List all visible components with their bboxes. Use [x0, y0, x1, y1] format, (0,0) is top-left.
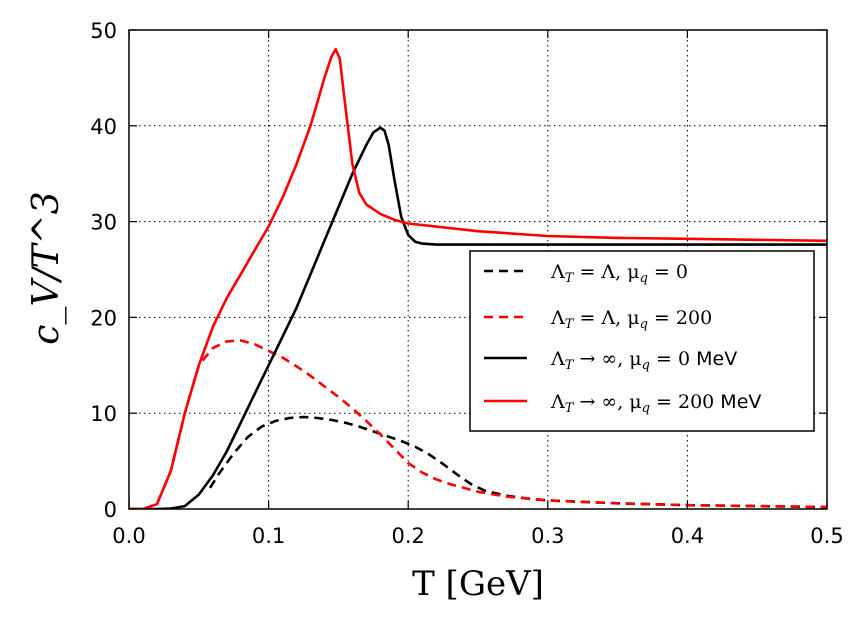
tick-labels: 0.0 0.1 0.2 0.3 0.4 0.5 0 10 20 30 40 50 [90, 19, 843, 548]
plot-frame [128, 29, 828, 510]
y-axis-title: c_V/T^3 [26, 191, 67, 344]
series-line-4 [129, 47, 827, 509]
x-tick-label: 0.3 [531, 524, 564, 548]
y-tick-label: 20 [90, 306, 117, 330]
series-layer [129, 47, 827, 509]
x-tick-label: 0.2 [391, 524, 424, 548]
y-tick-label: 50 [90, 19, 117, 43]
series-line-3 [129, 126, 827, 509]
x-tick-label: 0.4 [671, 524, 704, 548]
y-tick-label: 10 [90, 402, 117, 426]
legend: ΛT = Λ, μq = 0 ΛT = Λ, μq = 200 ΛT → ∞, μq… [469, 250, 815, 432]
legend-label-2: ΛT = Λ, μq = 200 [550, 307, 712, 332]
series-line-2 [129, 339, 827, 509]
x-tick-label: 0.5 [810, 524, 843, 548]
y-tick-label: 0 [104, 498, 117, 522]
y-tick-label: 30 [90, 211, 117, 235]
legend-box [469, 250, 815, 432]
legend-label-1: ΛT = Λ, μq = 0 [550, 261, 688, 286]
x-tick-label: 0.0 [112, 524, 145, 548]
legend-label-3: ΛT → ∞, μq = 0 MeV [550, 348, 737, 373]
x-axis-title: T [GeV] [412, 564, 544, 604]
y-tick-label: 40 [90, 115, 117, 139]
ticks [128, 29, 828, 510]
legend-label-4: ΛT → ∞, μq = 200 MeV [550, 391, 761, 416]
x-tick-label: 0.1 [252, 524, 285, 548]
